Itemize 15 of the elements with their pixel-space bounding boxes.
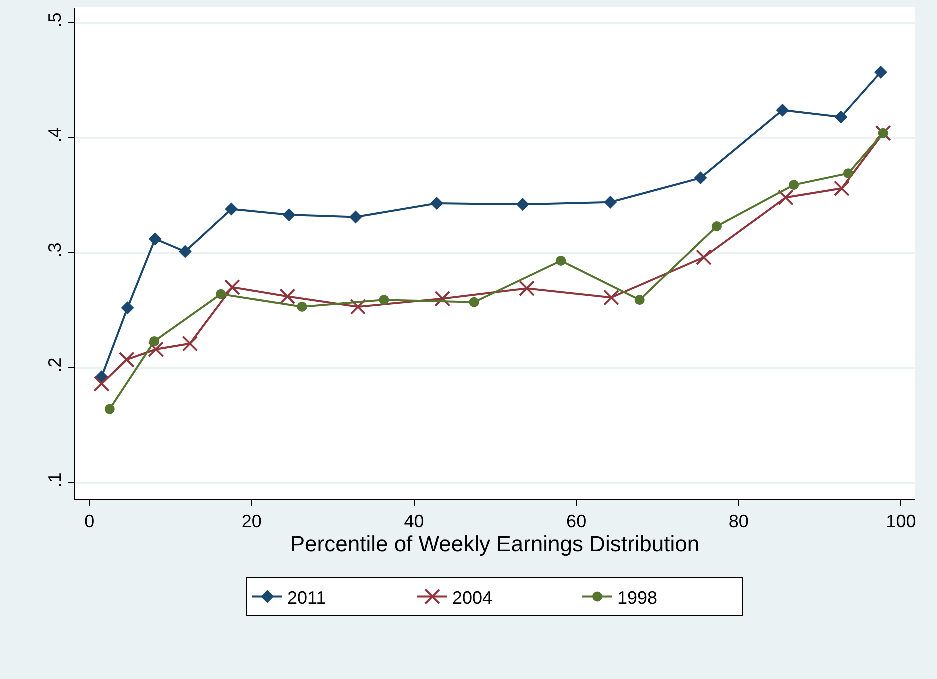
- y-tick-label: .2: [44, 358, 65, 373]
- legend-label: 2011: [288, 588, 326, 608]
- y-tick-label: .4: [44, 128, 65, 143]
- x-tick-label: 60: [566, 512, 587, 532]
- x-tick-label: 100: [886, 512, 916, 532]
- legend-label: 2004: [452, 588, 493, 608]
- x-tick-label: 20: [242, 512, 262, 532]
- x-tick-label: 80: [728, 512, 749, 532]
- y-tick-label: .1: [44, 472, 65, 488]
- y-tick-label: .5: [44, 12, 65, 28]
- x-tick-label: 0: [84, 512, 95, 532]
- x-tick-label: 40: [404, 512, 424, 532]
- x-axis-title: Percentile of Weekly Earnings Distribution: [290, 532, 700, 557]
- y-tick-label: .3: [44, 242, 65, 258]
- legend-label: 1998: [618, 588, 658, 608]
